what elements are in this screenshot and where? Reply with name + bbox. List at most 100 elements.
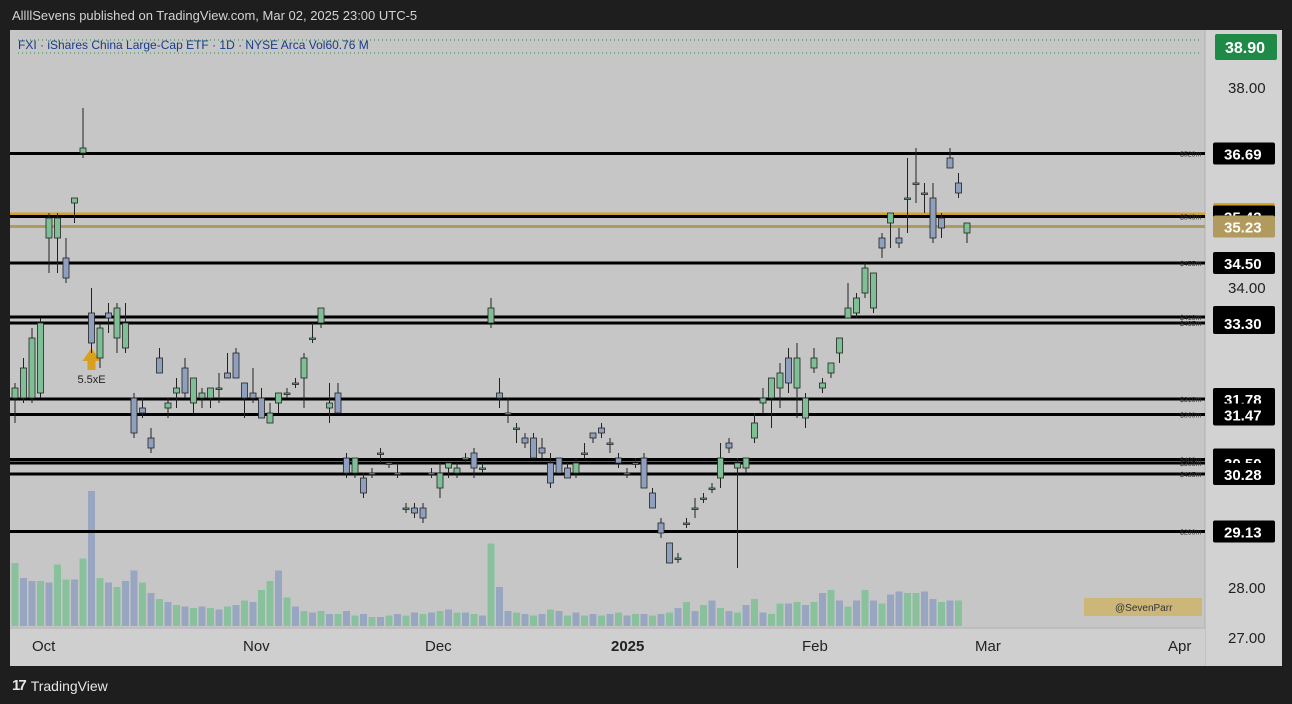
annotation-label: 5.5xE [78,374,106,386]
candle-body [572,462,580,474]
candle-body [173,387,180,394]
volume-bar [623,615,631,626]
volume-bar [164,602,172,626]
candle-body [700,497,707,500]
volume-bar [266,581,274,626]
volume-bar [640,614,648,626]
x-tick-label: Oct [32,638,56,655]
volume-bar [895,591,903,626]
candle-body [224,372,231,379]
volume-bar [317,611,325,626]
candle-body [836,337,843,354]
price-badge [1213,463,1275,485]
x-tick-label: Apr [1168,638,1191,655]
candle-body [54,217,61,239]
volume-bar [912,593,920,626]
candle-body [861,267,869,294]
volume-bar [105,582,112,626]
volume-bar [649,615,656,626]
candle-body [445,462,452,469]
candle-body [156,357,163,374]
candle-body [589,432,597,439]
x-tick-label: Dec [425,638,452,655]
volume-bar [147,593,155,626]
candle-body [683,522,690,525]
candle-body [343,457,350,474]
volume-bar [394,614,401,626]
volume-bar [844,606,852,626]
price-badge-label: 29.13 [1224,525,1262,542]
volume-bar [385,615,393,626]
candle-body [241,382,248,399]
candle-body [521,437,529,444]
tradingview-logo[interactable]: 17 TradingView [12,677,108,694]
candle-body [513,427,520,430]
candle-body [368,472,376,475]
x-tick-label: 2025 [611,638,644,655]
y-tick-label: 38.00 [1228,80,1266,97]
footer: 17 TradingView [0,666,1292,704]
candle-body [674,557,682,560]
volume-bar [470,614,478,626]
volume-bar [411,612,418,626]
volume-bar [62,579,70,626]
volume-bar [71,579,78,626]
candle-body [28,337,36,399]
candle-body [955,182,962,194]
candle-body [258,397,265,419]
candle-body [470,452,478,469]
volume-bar [377,617,384,626]
candle-body [878,237,886,249]
volume-bar [929,599,937,626]
price-chart[interactable]: FXI · iShares China Large-Cap ETF · 1D ·… [10,30,1282,666]
candle-body [37,322,44,394]
volume-bar [946,600,954,626]
candle-body [759,397,767,404]
candle-body [921,192,928,195]
candle-body [207,387,214,399]
volume-bar [708,600,716,626]
candle-body [164,402,172,409]
volume-bar [725,611,733,626]
volume-bar [581,615,588,626]
volume-bar [402,615,410,626]
candle-body [334,392,342,414]
volume-bar [513,612,520,626]
candle-body [530,437,537,459]
volume-bar [419,614,427,626]
volume-bar [428,612,435,626]
volume-bar [538,614,546,626]
volume-bar [785,603,792,626]
candle-body [844,307,852,319]
candle-body [870,272,877,309]
candle-body [708,487,716,490]
candle-body [45,217,53,239]
volume-bar [96,578,104,626]
volume-bar [547,609,554,626]
candle-body [71,197,78,204]
candle-body [11,387,19,399]
candle-body [428,472,435,475]
candle-body [742,457,750,469]
price-badge-label: 31.47 [1224,408,1262,425]
volume-bar [11,563,19,626]
candle-body [555,457,563,474]
candle-body [657,522,665,534]
chart-legend: FXI · iShares China Large-Cap ETF · 1D ·… [18,38,369,52]
volume-bar [139,582,146,626]
candle-body [462,457,469,460]
candle-body [785,357,792,384]
price-badge [1213,403,1275,426]
level-volume-label: $290m [1180,530,1202,537]
candle-body [275,392,282,404]
volume-bar [113,587,121,626]
chart-panel[interactable]: FXI · iShares China Large-Cap ETF · 1D ·… [10,30,1282,666]
volume-bar [700,605,707,626]
candle-body [963,222,971,234]
candle-body [504,412,512,415]
volume-bar [861,590,869,626]
volume-bar [300,611,308,626]
candle-body [130,397,138,434]
volume-bar [870,600,877,626]
level-volume-label: $360m [1180,413,1202,420]
